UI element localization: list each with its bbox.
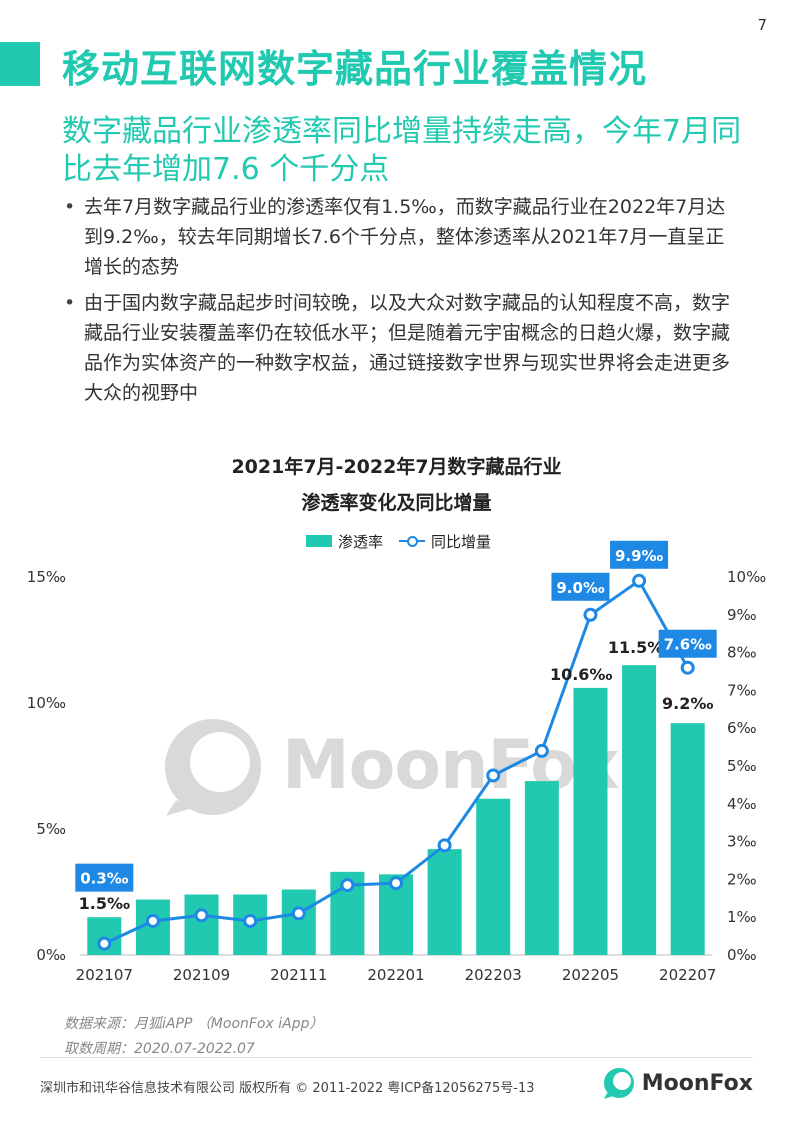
chart-legend: 渗透率 同比增量 <box>306 531 491 551</box>
line-data-label-box <box>75 863 134 892</box>
x-tick-label: 202107 <box>76 966 133 984</box>
bar <box>573 687 608 955</box>
bar <box>281 889 316 955</box>
y-right-tick-label: 6‰ <box>727 719 757 737</box>
y-left-tick-label: 5‰ <box>36 820 66 838</box>
bar <box>670 723 705 955</box>
line-point <box>291 906 306 921</box>
y-right-tick-label: 3‰ <box>727 833 757 851</box>
legend-line-swatch <box>399 535 426 547</box>
footer-logo-text: MoonFox <box>641 1070 753 1096</box>
line-point <box>243 913 258 928</box>
line-data-label: 9.0‰ <box>556 579 605 597</box>
y-right-tick-label: 5‰ <box>727 757 757 775</box>
y-right-tick-label: 9‰ <box>727 606 757 624</box>
footer-divider <box>40 1057 753 1058</box>
y-left-tick-label: 10‰ <box>27 694 66 712</box>
line-data-label-box <box>658 629 717 658</box>
bar <box>427 849 462 955</box>
data-period: 取数周期：2020.07-2022.07 <box>64 1041 255 1057</box>
page-title: 移动互联网数字藏品行业覆盖情况 <box>62 47 648 91</box>
line-point <box>486 768 501 783</box>
bar-data-label: 1.5‰ <box>79 894 130 913</box>
moonfox-logo-icon <box>603 1068 634 1099</box>
y-right-tick-label: 10‰ <box>727 568 766 586</box>
bar <box>184 894 219 955</box>
moonfox-watermark-icon <box>165 719 261 816</box>
page-subtitle: 数字藏品行业渗透率同比增量持续走高，今年7月同比去年增加7.6 个千分点 <box>62 114 742 187</box>
x-tick-label: 202207 <box>659 966 716 984</box>
line-point <box>97 936 112 951</box>
chart-subtitle: 渗透率变化及同比增量 <box>301 492 492 514</box>
legend-line-label: 同比增量 <box>431 532 492 551</box>
footer-copyright: 深圳市和讯华谷信息技术有限公司 版权所有 © 2011-2022 粤ICP备12… <box>40 1081 535 1096</box>
y-right-tick-label: 4‰ <box>727 795 757 813</box>
legend-bar-label: 渗透率 <box>338 532 384 551</box>
line-point <box>534 743 549 758</box>
page-number: 7 <box>757 16 767 34</box>
bar <box>524 781 559 955</box>
line-point <box>680 660 695 675</box>
line-data-label: 0.3‰ <box>80 870 129 888</box>
line-point <box>145 913 160 928</box>
bar-data-label: 10.6‰ <box>550 665 613 684</box>
line-point <box>583 607 598 622</box>
y-left-tick-label: 15‰ <box>27 568 66 586</box>
bullet-item: 去年7月数字藏品行业的渗透率仅有1.5‰，而数字藏品行业在2022年7月达到9.… <box>62 192 742 282</box>
line-point <box>340 878 355 893</box>
chart-title: 2021年7月-2022年7月数字藏品行业 <box>231 456 562 478</box>
y-right-tick-label: 2‰ <box>727 870 757 888</box>
legend-bar-swatch <box>306 535 332 547</box>
x-tick-label: 202203 <box>465 966 522 984</box>
line-data-label-box <box>551 572 610 601</box>
watermark-text: MoonFox <box>282 726 620 805</box>
y-left-tick-label: 0‰ <box>36 946 66 964</box>
line-data-label: 9.9‰ <box>615 547 664 565</box>
x-tick-label: 202109 <box>173 966 230 984</box>
bar-data-label: 11.5‰ <box>608 638 671 657</box>
x-tick-label: 202111 <box>270 966 327 984</box>
line-point <box>194 908 209 923</box>
bullet-item: 由于国内数字藏品起步时间较晚，以及大众对数字藏品的认知程度不高，数字藏品行业安装… <box>62 288 742 408</box>
bar-data-label: 9.2‰ <box>662 694 713 713</box>
bar <box>622 665 657 955</box>
line-point <box>437 838 452 853</box>
line-point <box>632 573 647 588</box>
line-point <box>389 876 403 891</box>
x-tick-label: 202201 <box>367 966 424 984</box>
y-right-tick-label: 7‰ <box>727 681 757 699</box>
data-source: 数据来源：月狐iAPP （MoonFox iApp） <box>64 1016 324 1032</box>
y-right-tick-label: 8‰ <box>727 644 757 662</box>
y-right-tick-label: 1‰ <box>727 908 757 926</box>
line-data-label: 7.6‰ <box>664 636 713 654</box>
y-right-tick-label: 0‰ <box>727 946 757 964</box>
bar <box>476 798 511 955</box>
bullet-list: 去年7月数字藏品行业的渗透率仅有1.5‰，而数字藏品行业在2022年7月达到9.… <box>62 192 742 414</box>
title-accent-bar <box>0 42 40 86</box>
line-data-label-box <box>610 540 669 569</box>
footer-logo: MoonFox <box>602 1066 753 1100</box>
watermark: MoonFox <box>158 712 620 822</box>
x-tick-label: 202205 <box>562 966 619 984</box>
